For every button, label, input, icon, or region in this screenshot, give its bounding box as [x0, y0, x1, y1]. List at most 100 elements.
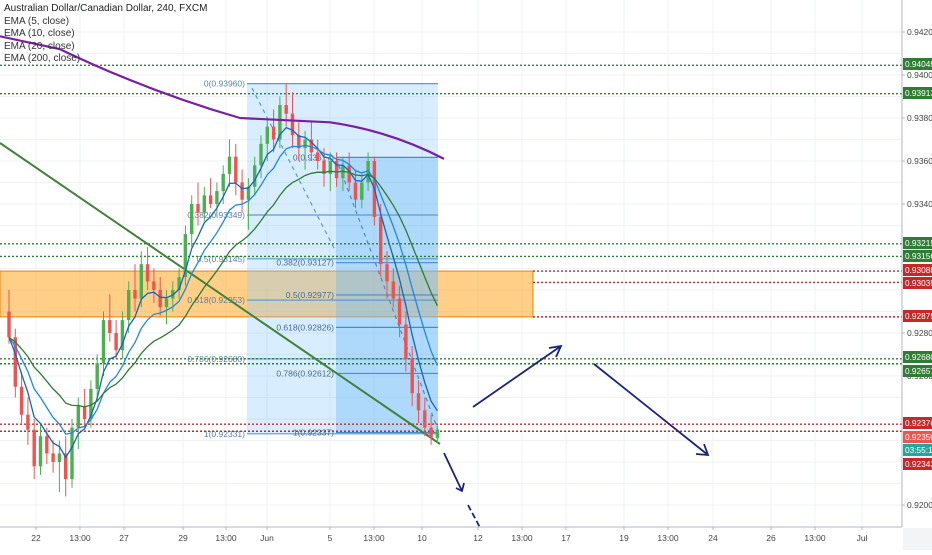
price-label-bg: [903, 277, 932, 289]
candle: [385, 251, 389, 299]
candle: [297, 122, 301, 161]
x-tick-label: 10: [417, 533, 427, 543]
x-axis-bg: [0, 527, 932, 550]
arrow-up-head: [548, 344, 563, 358]
candle: [19, 371, 24, 424]
x-tick-label: 13:00: [804, 533, 826, 543]
candle: [51, 440, 55, 473]
candle: [183, 225, 188, 286]
price-label-text: 03:55:13: [905, 445, 932, 455]
candle: [410, 345, 414, 407]
candle-body: [234, 156, 238, 183]
fib-secondary-label: 0.786(0.92612): [276, 368, 334, 378]
price-label-text: 0.92376: [905, 418, 932, 428]
price-label-bg: [903, 310, 932, 322]
candle: [353, 169, 358, 209]
candle: [416, 380, 421, 424]
candle: [397, 285, 402, 338]
candle-body: [397, 298, 402, 325]
grid: [0, 0, 902, 527]
candle-body: [51, 453, 55, 462]
price-label-text: 0.93088: [905, 265, 932, 275]
price-label: 0.92343: [903, 458, 932, 470]
candle: [190, 195, 194, 247]
candle: [391, 268, 395, 308]
ema-10-line: [8, 144, 438, 435]
candle: [70, 419, 74, 488]
candle: [120, 311, 125, 359]
x-tick-label: Jul: [857, 533, 868, 543]
ema-200-line: [0, 35, 445, 160]
candle-body: [240, 182, 244, 200]
candle-body: [196, 204, 200, 213]
candle: [435, 425, 440, 443]
candle-body: [404, 324, 408, 359]
price-label: 0.93215: [903, 237, 932, 249]
x-tick-label: 29: [178, 533, 188, 543]
price-label-text: 0.92680: [905, 352, 932, 362]
candle: [108, 294, 112, 342]
price-label-bg: [903, 237, 932, 249]
candle: [360, 173, 364, 209]
candle-body: [108, 320, 112, 333]
fib-secondary-label: 0(0.93617): [293, 152, 334, 162]
x-ticks: 22 13:00 27 29 13:00 Jun 5 13:00 10 12 13:00 17 19 13…: [31, 527, 868, 543]
x-tick-label: 27: [119, 533, 129, 543]
candle: [423, 397, 427, 437]
price-label-bg: [903, 458, 932, 470]
x-tick-label: 5: [328, 533, 333, 543]
candle: [278, 96, 282, 149]
x-tick-label: 13:00: [363, 533, 385, 543]
candle-body: [164, 298, 169, 308]
candle-body: [391, 281, 395, 299]
candle-body: [70, 427, 74, 480]
candle: [253, 156, 257, 196]
price-label-bg: [903, 444, 932, 456]
price-label: 0.93913: [903, 87, 932, 99]
fib-primary-label: 0.382(0.93349): [187, 210, 245, 220]
candle: [101, 311, 106, 376]
candle: [145, 247, 150, 290]
candle-body: [385, 264, 389, 282]
candle-body: [120, 320, 125, 351]
candle-body: [101, 320, 106, 364]
candle: [95, 354, 99, 402]
candle-body: [221, 173, 225, 192]
price-label-text: 0.92875: [905, 311, 932, 321]
price-label-bg: [903, 365, 932, 377]
candle-body: [45, 436, 49, 454]
candle: [259, 135, 263, 179]
candle-body: [208, 195, 213, 204]
candle-body: [328, 161, 332, 174]
candle: [404, 311, 408, 372]
candle: [196, 182, 200, 226]
price-zone: [0, 270, 534, 318]
price-label-bg: [903, 250, 932, 262]
arrow-down-line: [593, 363, 709, 456]
price-label-bg: [903, 87, 932, 99]
candle-body: [278, 105, 282, 140]
candle-body: [360, 182, 364, 200]
candle-body: [347, 165, 351, 183]
candle: [64, 436, 68, 497]
fib-secondary-label: 0.618(0.92826): [276, 322, 334, 332]
candle: [139, 251, 143, 308]
price-label-text: 0.93913: [905, 88, 932, 98]
fib-primary-label: 0(0.93960): [204, 79, 245, 89]
fib-primary-label: 1(0.92331): [204, 429, 245, 439]
candle: [57, 440, 62, 493]
candle: [202, 186, 206, 222]
axis-corner: [903, 528, 932, 550]
x-tick-label: 13:00: [69, 533, 91, 543]
candle: [227, 139, 232, 187]
candle-body: [127, 290, 131, 321]
price-label: 0.93156: [903, 250, 932, 262]
candle: [271, 109, 276, 153]
candle-body: [215, 191, 219, 204]
